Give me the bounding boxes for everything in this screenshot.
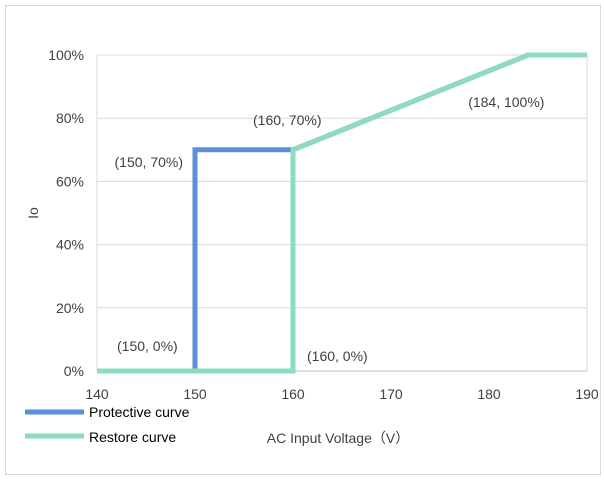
- y-tick-label: 100%: [48, 47, 84, 63]
- point-annotation: (150, 70%): [115, 154, 183, 170]
- legend-item-protective: Protective curve: [25, 404, 190, 420]
- x-tick-label: 170: [379, 386, 403, 402]
- x-axis-label: AC Input Voltage（V）: [267, 430, 409, 446]
- legend-item-restore: Restore curve: [25, 429, 176, 445]
- y-axis-label: Io: [25, 207, 41, 219]
- y-tick-label: 80%: [56, 110, 84, 126]
- y-tick-label: 40%: [56, 237, 84, 253]
- series-line-restore-curve: [97, 52, 587, 374]
- point-annotation: (150, 0%): [117, 338, 178, 354]
- x-tick-labels: 140 150 160 170 180 190: [85, 386, 599, 402]
- y-tick-label: 60%: [56, 173, 84, 189]
- x-tick-label: 180: [477, 386, 501, 402]
- y-tick-label: 0%: [64, 363, 84, 379]
- y-tick-label: 20%: [56, 300, 84, 316]
- y-tick-labels: 0% 20% 40% 60% 80% 100%: [48, 47, 84, 379]
- legend-label-restore: Restore curve: [89, 429, 176, 445]
- point-annotations: (150, 70%) (160, 70%) (184, 100%) (150, 0%)…: [115, 94, 545, 364]
- series-lines: [97, 52, 587, 374]
- x-tick-label: 140: [85, 386, 109, 402]
- point-annotation: (160, 70%): [253, 112, 321, 128]
- legend: Protective curve Restore curve: [25, 404, 190, 445]
- x-tick-label: 160: [281, 386, 305, 402]
- point-annotation: (160, 0%): [307, 348, 368, 364]
- gridlines: [96, 54, 588, 372]
- legend-label-protective: Protective curve: [89, 404, 190, 420]
- x-tick-label: 190: [575, 386, 599, 402]
- point-annotation: (184, 100%): [468, 94, 544, 110]
- x-tick-label: 150: [183, 386, 207, 402]
- chart-frame: [5, 5, 601, 475]
